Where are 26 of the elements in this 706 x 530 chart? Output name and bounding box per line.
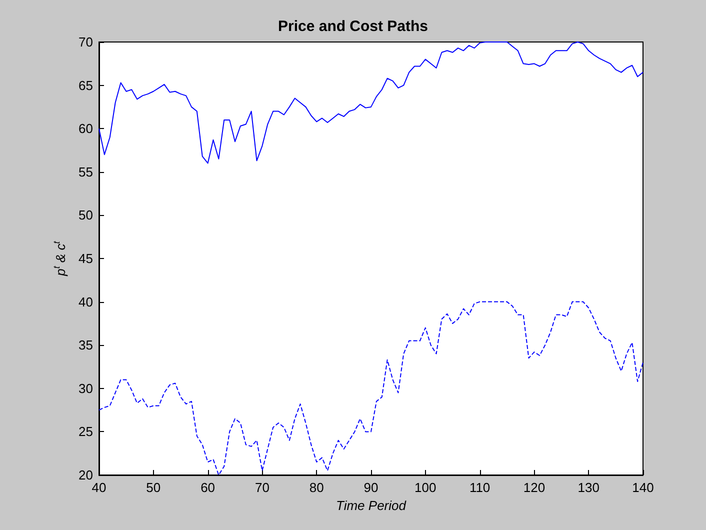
x-tick-label: 140 (632, 480, 654, 495)
x-tick-label: 50 (146, 480, 161, 495)
y-tick-label: 50 (78, 208, 93, 223)
y-tick-label: 55 (78, 164, 93, 180)
y-tick-label: 25 (78, 424, 93, 440)
y-tick-label: 40 (78, 294, 93, 310)
x-tick-label: 40 (92, 480, 106, 495)
x-tick-label: 90 (364, 480, 378, 495)
y-tick-label: 20 (78, 468, 93, 482)
y-tick-label: 65 (78, 78, 93, 93)
y-axis-title: pt & ct (52, 240, 68, 277)
x-tick-label: 110 (469, 480, 490, 495)
y-tick-label: 30 (78, 380, 93, 396)
y-tick-label: 70 (78, 34, 93, 50)
line-series (98, 42, 644, 164)
x-tick-label: 120 (523, 480, 546, 495)
x-tick-label: 70 (254, 480, 270, 495)
x-tick-label: 60 (200, 480, 216, 495)
x-tick-label: 80 (309, 480, 324, 495)
x-tick-label: 130 (578, 480, 600, 495)
y-tick-label: 35 (78, 338, 93, 353)
y-tick-label: 60 (78, 121, 93, 136)
x-axis-title: Time Period (336, 498, 407, 513)
x-tick-label: 100 (414, 480, 436, 495)
y-tick-label: 45 (78, 251, 93, 266)
chart-title: Price and Cost Paths (278, 18, 428, 35)
